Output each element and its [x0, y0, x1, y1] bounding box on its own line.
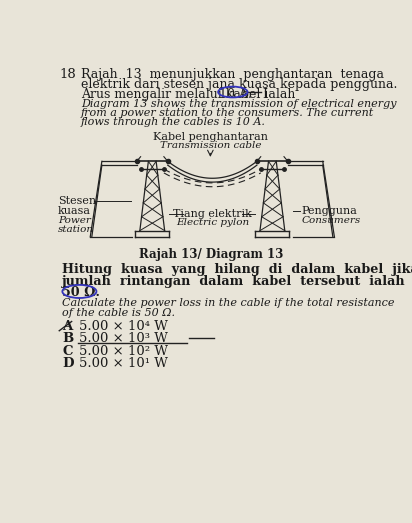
- Text: Rajah  13  menunjukkan  penghantaran  tenaga: Rajah 13 menunjukkan penghantaran tenaga: [81, 68, 384, 81]
- Text: of the cable is 50 Ω.: of the cable is 50 Ω.: [62, 308, 176, 317]
- Text: 10 A.: 10 A.: [219, 88, 252, 101]
- Text: Stesen: Stesen: [58, 196, 96, 206]
- Text: jumlah  rintangan  dalam  kabel  tersebut  ialah: jumlah rintangan dalam kabel tersebut ia…: [62, 275, 406, 288]
- Text: Tiang elektrik: Tiang elektrik: [173, 209, 252, 219]
- Text: Hitung  kuasa  yang  hilang  di  dalam  kabel  jika: Hitung kuasa yang hilang di dalam kabel …: [62, 263, 412, 276]
- Text: Pengguna: Pengguna: [302, 206, 358, 216]
- Text: Diagram 13 shows the transmission of electrical energy: Diagram 13 shows the transmission of ele…: [81, 99, 396, 109]
- Text: elektrik dari stesen jana kuasa kepada pengguna.: elektrik dari stesen jana kuasa kepada p…: [81, 78, 397, 91]
- Text: Transmission cable: Transmission cable: [159, 141, 261, 150]
- Text: 18: 18: [59, 68, 76, 81]
- Text: Kabel penghantaran: Kabel penghantaran: [153, 132, 268, 142]
- Text: C: C: [62, 345, 73, 358]
- Text: Calculate the power loss in the cable if the total resistance: Calculate the power loss in the cable if…: [62, 299, 395, 309]
- Text: A: A: [62, 320, 73, 333]
- Text: I: I: [262, 88, 267, 101]
- Text: station: station: [58, 225, 94, 234]
- Text: Electric pylon: Electric pylon: [176, 218, 249, 228]
- Text: flows through the cables is 10 A.: flows through the cables is 10 A.: [81, 118, 266, 128]
- Text: Rajah 13/ Diagram 13: Rajah 13/ Diagram 13: [139, 247, 283, 260]
- Text: 5.00 × 10¹ W: 5.00 × 10¹ W: [80, 357, 168, 370]
- Text: kuasa: kuasa: [58, 206, 91, 216]
- Text: Consumers: Consumers: [302, 216, 361, 225]
- Text: D: D: [62, 357, 74, 370]
- Text: 5.00 × 10⁴ W: 5.00 × 10⁴ W: [80, 320, 168, 333]
- Text: Power: Power: [58, 216, 91, 225]
- Text: from a power station to the consumers. The current: from a power station to the consumers. T…: [81, 108, 374, 118]
- Text: 5.00 × 10² W: 5.00 × 10² W: [80, 345, 169, 358]
- Text: B: B: [62, 332, 74, 345]
- Text: Arus mengalir melalui kabel ialah: Arus mengalir melalui kabel ialah: [81, 88, 300, 101]
- Text: 50 Ω.: 50 Ω.: [62, 286, 100, 299]
- Text: 5.00 × 10³ W: 5.00 × 10³ W: [80, 332, 168, 345]
